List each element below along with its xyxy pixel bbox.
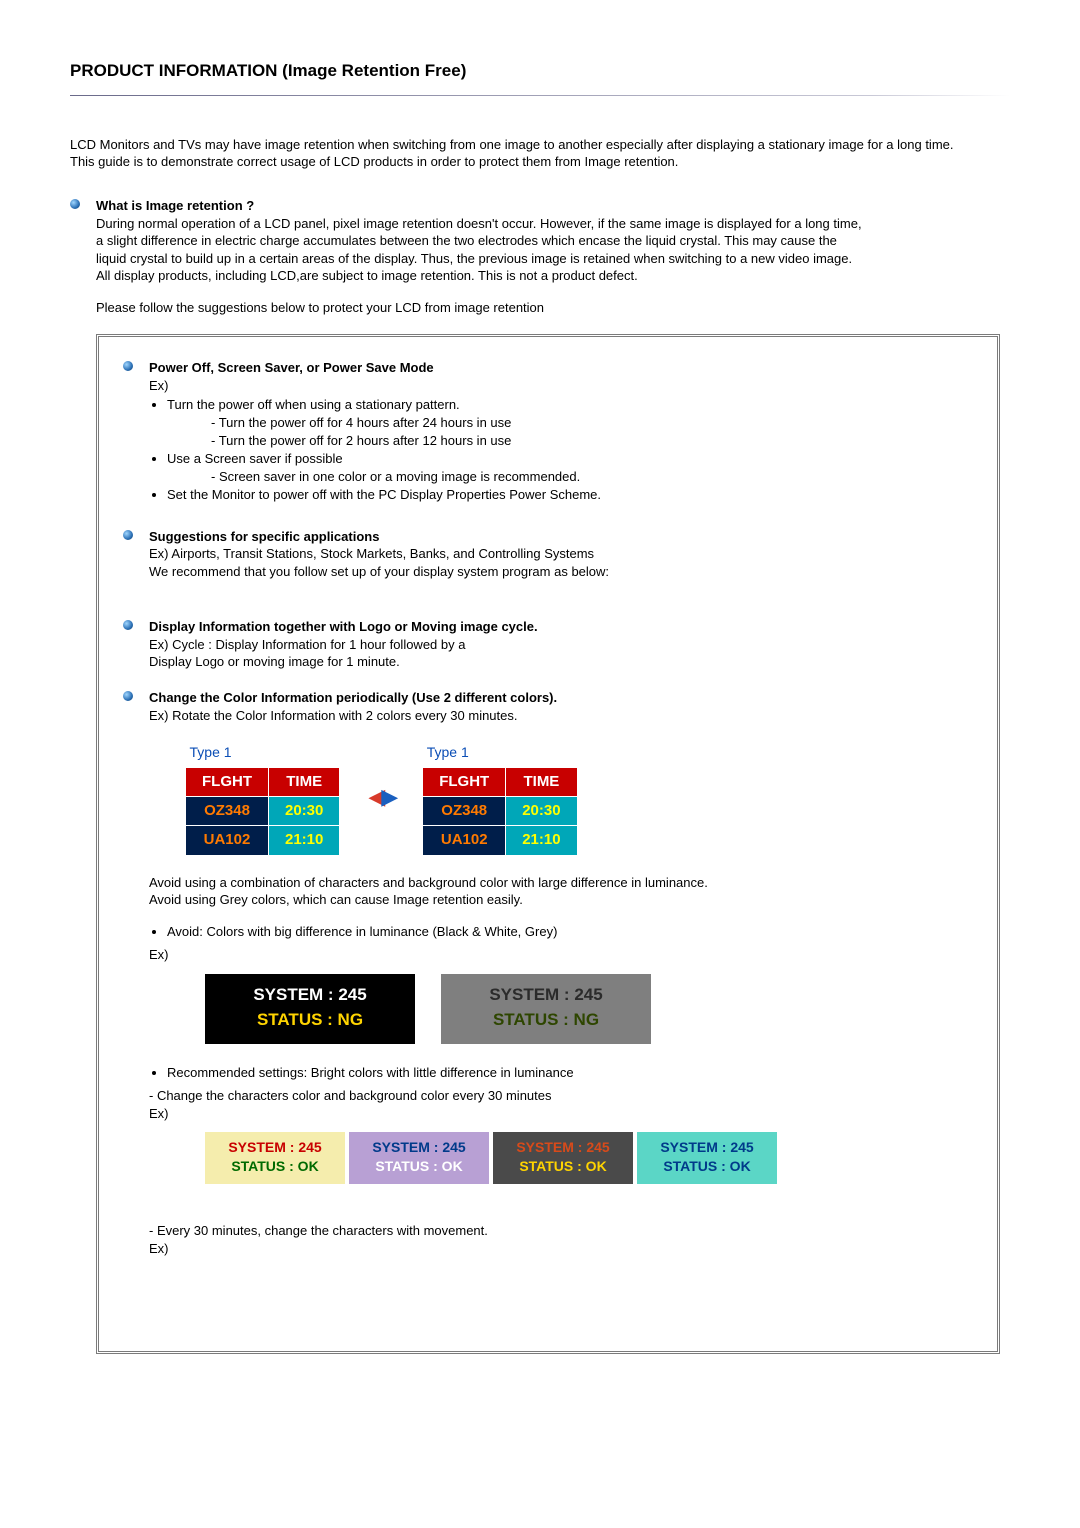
- what-is-content: What is Image retention ? During normal …: [96, 197, 1010, 316]
- power-off-content: Power Off, Screen Saver, or Power Save M…: [149, 359, 973, 509]
- sub-line: - Screen saver in one color or a moving …: [211, 468, 973, 486]
- cell: 21:10: [506, 826, 577, 855]
- avoid-list: Avoid: Colors with big difference in lum…: [167, 923, 973, 941]
- cell: 21:10: [269, 826, 340, 855]
- bullet-icon: [123, 620, 133, 630]
- display-info-section: Display Information together with Logo o…: [123, 618, 973, 671]
- col-header: FLGHT: [423, 767, 506, 796]
- list-item: Turn the power off when using a stationa…: [167, 396, 973, 449]
- list-item: Recommended settings: Bright colors with…: [167, 1064, 973, 1082]
- bullet-icon: [123, 530, 133, 540]
- panel-status: STATUS : NG: [205, 1009, 415, 1032]
- recommend-sys: SYSTEM : 245: [637, 1138, 777, 1157]
- recommend-sys: SYSTEM : 245: [349, 1138, 489, 1157]
- ex-label: Ex): [149, 1105, 973, 1123]
- ex-label: Ex): [149, 377, 973, 395]
- list-item: Set the Monitor to power off with the PC…: [167, 486, 973, 504]
- ex-label: Ex): [149, 1240, 973, 1258]
- display-info-line: Display Logo or moving image for 1 minut…: [149, 653, 973, 671]
- intro-line: LCD Monitors and TVs may have image rete…: [70, 136, 1010, 154]
- recommend-panel: SYSTEM : 245STATUS : OK: [205, 1132, 345, 1184]
- avoid-panels: SYSTEM : 245 STATUS : NG SYSTEM : 245 ST…: [205, 974, 973, 1044]
- intro-block: LCD Monitors and TVs may have image rete…: [70, 136, 1010, 171]
- cell: UA102: [423, 826, 506, 855]
- recommend-sys: SYSTEM : 245: [493, 1138, 633, 1157]
- recommend-panel: SYSTEM : 245STATUS : OK: [349, 1132, 489, 1184]
- cell: 20:30: [269, 797, 340, 826]
- what-is-body: During normal operation of a LCD panel, …: [96, 215, 866, 285]
- recommend-panels: SYSTEM : 245STATUS : OKSYSTEM : 245STATU…: [205, 1132, 973, 1184]
- cell: 20:30: [506, 797, 577, 826]
- page: PRODUCT INFORMATION (Image Retention Fre…: [0, 0, 1080, 1474]
- avoid-line: Avoid using Grey colors, which can cause…: [149, 891, 973, 909]
- bullet-icon: [123, 361, 133, 371]
- col-header: TIME: [506, 767, 577, 796]
- title-divider: [70, 95, 1010, 96]
- recommend-list: Recommended settings: Bright colors with…: [167, 1064, 973, 1082]
- panel-sys: SYSTEM : 245: [441, 984, 651, 1007]
- display-info-line: Ex) Cycle : Display Information for 1 ho…: [149, 636, 973, 654]
- bullet-icon: [123, 691, 133, 701]
- page-title: PRODUCT INFORMATION (Image Retention Fre…: [70, 60, 1010, 83]
- recommend-move: - Every 30 minutes, change the character…: [149, 1222, 973, 1240]
- cell: OZ348: [186, 797, 269, 826]
- change-color-section: Change the Color Information periodicall…: [123, 689, 973, 1337]
- display-info-content: Display Information together with Logo o…: [149, 618, 973, 671]
- cell: UA102: [186, 826, 269, 855]
- change-color-content: Change the Color Information periodicall…: [149, 689, 973, 1337]
- recommend-status: STATUS : OK: [637, 1157, 777, 1176]
- change-color-heading: Change the Color Information periodicall…: [149, 689, 973, 707]
- cell: OZ348: [423, 797, 506, 826]
- panel-status: STATUS : NG: [441, 1009, 651, 1032]
- flight-tables-row: Type 1 FLGHT TIME OZ348 20:30 UA102 21:1…: [185, 738, 973, 856]
- swap-arrows-icon: ◀▶: [368, 782, 394, 812]
- col-header: FLGHT: [186, 767, 269, 796]
- recommend-panel: SYSTEM : 245STATUS : OK: [637, 1132, 777, 1184]
- what-is-heading: What is Image retention ?: [96, 197, 1010, 215]
- recommend-sub: - Change the characters color and backgr…: [149, 1087, 973, 1105]
- table-caption: Type 1: [186, 738, 340, 767]
- panel-grey: SYSTEM : 245 STATUS : NG: [441, 974, 651, 1044]
- flight-table-2: Type 1 FLGHT TIME OZ348 20:30 UA102 21:1…: [422, 738, 577, 856]
- recommend-sys: SYSTEM : 245: [205, 1138, 345, 1157]
- intro-line: This guide is to demonstrate correct usa…: [70, 153, 1010, 171]
- list-item: Avoid: Colors with big difference in lum…: [167, 923, 973, 941]
- change-color-line: Ex) Rotate the Color Information with 2 …: [149, 707, 973, 725]
- power-off-list: Turn the power off when using a stationa…: [167, 396, 973, 503]
- specific-section: Suggestions for specific applications Ex…: [123, 528, 973, 581]
- bullet-icon: [70, 199, 80, 209]
- specific-content: Suggestions for specific applications Ex…: [149, 528, 973, 581]
- specific-line: We recommend that you follow set up of y…: [149, 563, 973, 581]
- ex-label: Ex): [149, 946, 973, 964]
- specific-heading: Suggestions for specific applications: [149, 528, 973, 546]
- display-info-heading: Display Information together with Logo o…: [149, 618, 973, 636]
- recommend-status: STATUS : OK: [205, 1157, 345, 1176]
- specific-line: Ex) Airports, Transit Stations, Stock Ma…: [149, 545, 973, 563]
- recommend-status: STATUS : OK: [493, 1157, 633, 1176]
- power-off-section: Power Off, Screen Saver, or Power Save M…: [123, 359, 973, 509]
- what-is-follow: Please follow the suggestions below to p…: [96, 299, 1010, 317]
- recommend-panel: SYSTEM : 245STATUS : OK: [493, 1132, 633, 1184]
- panel-sys: SYSTEM : 245: [205, 984, 415, 1007]
- flight-table-1: Type 1 FLGHT TIME OZ348 20:30 UA102 21:1…: [185, 738, 340, 856]
- suggestions-box: Power Off, Screen Saver, or Power Save M…: [96, 334, 1000, 1354]
- sub-line: - Turn the power off for 2 hours after 1…: [211, 432, 973, 450]
- power-off-heading: Power Off, Screen Saver, or Power Save M…: [149, 359, 973, 377]
- list-item: Use a Screen saver if possible - Screen …: [167, 450, 973, 485]
- table-caption: Type 1: [423, 738, 577, 767]
- recommend-status: STATUS : OK: [349, 1157, 489, 1176]
- col-header: TIME: [269, 767, 340, 796]
- what-is-section: What is Image retention ? During normal …: [70, 197, 1010, 316]
- panel-bw: SYSTEM : 245 STATUS : NG: [205, 974, 415, 1044]
- sub-line: - Turn the power off for 4 hours after 2…: [211, 414, 973, 432]
- avoid-line: Avoid using a combination of characters …: [149, 874, 709, 892]
